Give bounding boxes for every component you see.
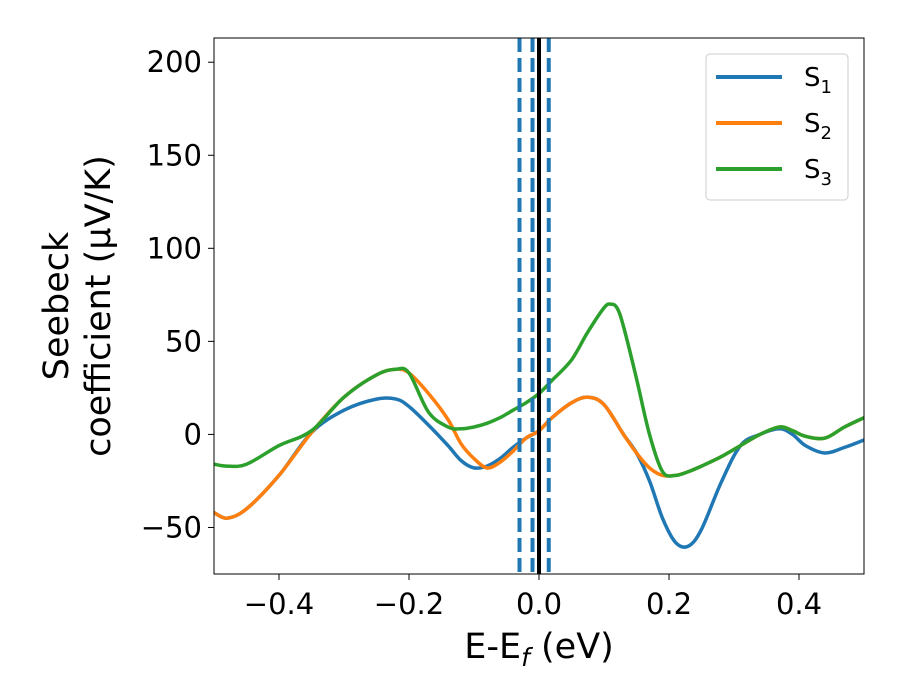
y-tick-label: 150 xyxy=(147,138,202,172)
x-tick-label: −0.2 xyxy=(374,587,444,621)
y-axis-title-line1: Seebeck xyxy=(37,231,77,380)
y-tick-label: 0 xyxy=(184,417,202,451)
x-tick-label: 0.4 xyxy=(776,587,822,621)
y-axis-title: Seebeck coefficient (μV/K) xyxy=(37,155,119,457)
legend-label-s1: S1 xyxy=(804,63,832,98)
y-tick-label: −50 xyxy=(141,510,202,544)
x-tick-label: 0.0 xyxy=(516,587,562,621)
y-axis-title-line2: coefficient (μV/K) xyxy=(79,155,119,457)
series-line-s3 xyxy=(214,302,864,478)
legend-label-s3: S3 xyxy=(804,155,832,190)
legend-label-base: S xyxy=(804,63,821,93)
legend-label-base: S xyxy=(804,109,821,139)
x-axis-title-unit: (eV) xyxy=(530,627,614,667)
y-axis: −50 0 50 100 150 200 xyxy=(141,45,214,544)
legend-label-subscript: 2 xyxy=(821,123,832,144)
y-tick-label: 50 xyxy=(165,324,202,358)
x-axis-title-base: E-E xyxy=(464,627,521,667)
legend-label-base: S xyxy=(804,155,821,185)
legend-label-subscript: 3 xyxy=(821,169,832,190)
y-tick-label: 100 xyxy=(147,231,202,265)
x-tick-label: 0.2 xyxy=(646,587,692,621)
series-lines xyxy=(214,302,864,549)
x-axis: −0.4 −0.2 0.0 0.2 0.4 xyxy=(244,574,822,621)
y-tick-label: 200 xyxy=(147,45,202,79)
reference-lines xyxy=(517,38,551,574)
x-tick-label: −0.4 xyxy=(244,587,314,621)
x-axis-title: E-Ef (eV) xyxy=(464,627,614,672)
legend-label-subscript: 1 xyxy=(821,77,832,98)
legend-frame xyxy=(705,53,849,201)
legend-label-s2: S2 xyxy=(804,109,832,144)
